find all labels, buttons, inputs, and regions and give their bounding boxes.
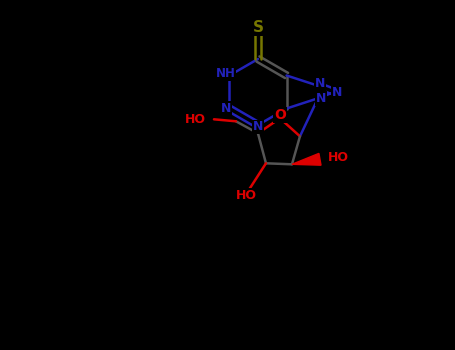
Text: O: O (274, 108, 286, 122)
Text: N: N (221, 102, 232, 115)
Text: HO: HO (328, 151, 349, 164)
Text: NH: NH (216, 67, 235, 80)
Text: N: N (316, 92, 326, 105)
Text: N: N (253, 120, 263, 133)
Polygon shape (292, 153, 321, 165)
Text: N: N (315, 77, 325, 90)
Text: S: S (253, 20, 263, 35)
Text: N: N (332, 85, 343, 98)
Text: HO: HO (185, 113, 206, 126)
Text: HO: HO (236, 189, 257, 202)
